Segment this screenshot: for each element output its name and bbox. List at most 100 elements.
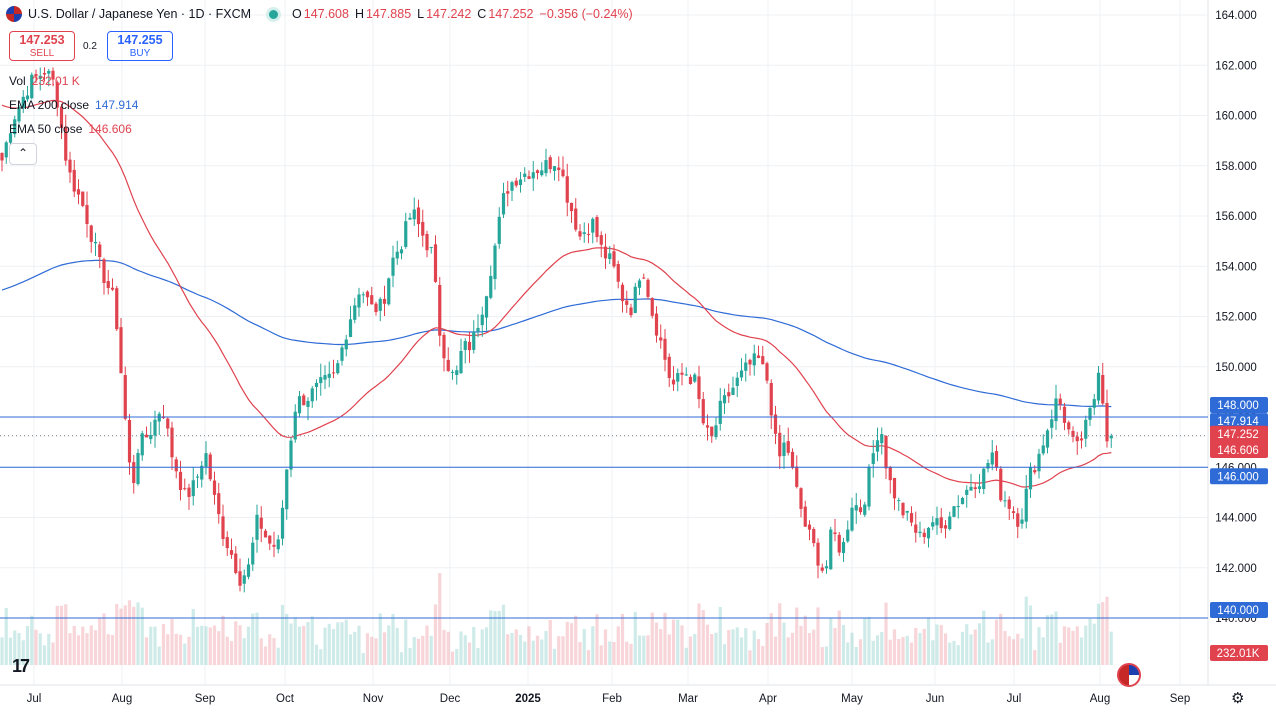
volume-bar xyxy=(769,613,773,665)
volume-bar xyxy=(472,626,476,665)
volume-bar xyxy=(574,615,578,665)
candle-body xyxy=(1062,406,1067,423)
candle-body xyxy=(272,544,276,547)
candle-body xyxy=(956,506,960,508)
candle-body xyxy=(200,465,204,480)
volume-bar xyxy=(544,630,548,665)
candle-body xyxy=(659,337,663,341)
candle-body xyxy=(722,395,727,404)
volume-bar xyxy=(119,608,123,665)
volume-bar xyxy=(863,617,867,665)
candle-body xyxy=(676,373,680,382)
candle-body xyxy=(574,208,578,230)
candle-body xyxy=(225,537,229,549)
candle-body xyxy=(710,426,714,437)
volume-bar xyxy=(625,641,629,665)
us-flag-icon[interactable] xyxy=(1117,663,1141,687)
volume-bar xyxy=(242,638,246,665)
volume-bar xyxy=(569,623,574,665)
candle-body xyxy=(531,172,535,179)
volume-bar xyxy=(888,639,892,665)
volume-bar xyxy=(1050,614,1054,665)
candle-body xyxy=(863,504,867,515)
candle-body xyxy=(1092,399,1096,408)
volume-bar xyxy=(455,648,459,665)
y-tick-label: 152.000 xyxy=(1215,312,1257,324)
volume-bar xyxy=(493,610,497,665)
candle-body xyxy=(960,497,965,505)
candle-body xyxy=(799,488,803,509)
volume-bar xyxy=(183,643,187,665)
candle-body xyxy=(323,375,327,380)
candle-body xyxy=(102,259,106,283)
symbol-title[interactable]: U.S. Dollar / Japanese Yen · 1D · FXCM xyxy=(28,7,252,21)
ema50-value: 146.606 xyxy=(88,122,132,136)
candle-body xyxy=(425,233,429,251)
volume-bar xyxy=(642,635,646,665)
volume-bar xyxy=(8,637,13,665)
price-axis-label: 146.606 xyxy=(1217,445,1259,457)
ema200-legend[interactable]: EMA 200 close 147.914 xyxy=(9,98,138,112)
volume-legend[interactable]: Vol 232.01 K xyxy=(9,74,80,88)
volume-bar xyxy=(327,623,331,665)
volume-bar xyxy=(13,630,17,665)
candle-body xyxy=(990,452,994,465)
candle-body xyxy=(93,241,98,244)
volume-bar xyxy=(548,620,552,665)
candle-body xyxy=(484,296,489,318)
candle-body xyxy=(327,373,331,378)
candle-body xyxy=(259,517,263,529)
buy-button[interactable]: 147.255 BUY xyxy=(107,31,173,61)
candle-body xyxy=(1088,407,1092,420)
volume-bar xyxy=(676,619,680,665)
volume-bar xyxy=(136,602,140,665)
volume-bar xyxy=(302,625,306,665)
candle-body xyxy=(688,376,693,384)
candle-body xyxy=(387,278,391,305)
tradingview-logo-icon[interactable]: 17 xyxy=(12,656,30,676)
volume-bar xyxy=(667,634,671,665)
high-value: 147.885 xyxy=(365,7,412,21)
candle-body xyxy=(399,249,404,254)
volume-bar xyxy=(306,621,310,665)
volume-bar xyxy=(404,619,408,665)
x-tick-label: Nov xyxy=(363,693,384,705)
candle-body xyxy=(591,218,595,233)
volume-bar xyxy=(1071,630,1075,665)
ema50-legend[interactable]: EMA 50 close 146.606 xyxy=(9,122,132,136)
sell-button[interactable]: 147.253 SELL xyxy=(9,31,75,61)
volume-bar xyxy=(1109,631,1113,665)
candle-body xyxy=(280,507,285,539)
volume-value: 232.01 K xyxy=(31,74,80,88)
candle-body xyxy=(382,298,387,304)
volume-bar xyxy=(272,638,276,665)
volume-bar xyxy=(429,635,433,665)
volume-bar xyxy=(807,633,812,665)
candle-body xyxy=(943,525,948,529)
chevron-up-icon[interactable]: ⌃ xyxy=(9,143,37,165)
volume-bar xyxy=(314,644,319,665)
price-label-bg xyxy=(1210,413,1268,430)
volume-bar xyxy=(382,632,387,665)
volume-bar xyxy=(1007,636,1011,665)
volume-bar xyxy=(187,636,191,665)
volume-bar xyxy=(200,625,204,665)
candle-body xyxy=(795,466,799,487)
volume-bar xyxy=(442,629,446,665)
volume-bar xyxy=(948,642,952,665)
volume-bar xyxy=(319,649,323,665)
volume-bar xyxy=(221,615,225,665)
volume-bar xyxy=(225,636,229,665)
candle-body xyxy=(81,191,85,206)
currency-flag-icon xyxy=(6,6,22,22)
volume-bar xyxy=(875,635,880,665)
candle-body xyxy=(234,553,238,573)
volume-bar xyxy=(786,637,790,665)
y-tick-label: 164.000 xyxy=(1215,10,1257,22)
candle-body xyxy=(187,487,191,497)
gear-icon[interactable]: ⚙ xyxy=(1231,690,1245,707)
candle-body xyxy=(285,469,289,510)
price-label-bg xyxy=(1210,442,1268,459)
